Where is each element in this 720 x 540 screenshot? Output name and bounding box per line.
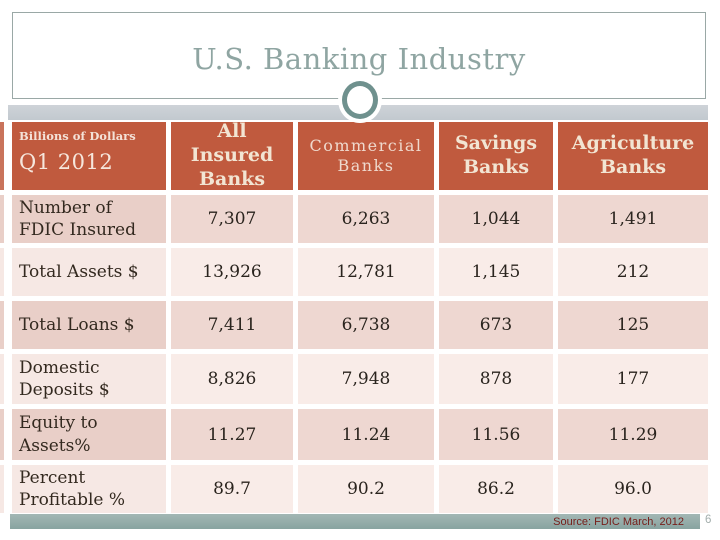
column-header-all-insured-banks: All Insured Banks — [171, 120, 293, 190]
footer-bar: Source: FDIC March, 2012 — [10, 514, 700, 529]
period-label: Q1 2012 — [19, 150, 114, 174]
units-label: Billions of Dollars — [19, 129, 136, 143]
edge-sliver — [0, 465, 4, 513]
table-cell: 11.27 — [171, 409, 293, 460]
edge-sliver — [0, 301, 4, 349]
row-label-total-assets: Total Assets $ — [12, 248, 166, 296]
edge-sliver — [0, 409, 4, 460]
table-cell: 7,948 — [298, 354, 434, 404]
table-cell: 878 — [439, 354, 553, 404]
table-cell: 212 — [558, 248, 708, 296]
table-cell: 125 — [558, 301, 708, 349]
row-label-domestic-deposits: Domestic Deposits $ — [12, 354, 166, 404]
table-cell: 6,263 — [298, 195, 434, 243]
table-cell: 177 — [558, 354, 708, 404]
column-header-agriculture-banks: Agriculture Banks — [558, 122, 708, 190]
table-cell: 12,781 — [298, 248, 434, 296]
table-cell: 1,491 — [558, 195, 708, 243]
column-header-commercial-banks: Commercial Banks — [298, 122, 434, 190]
table-cell: 11.29 — [558, 409, 708, 460]
table-cell: 1,044 — [439, 195, 553, 243]
row-label-number-of-fdic-insured: Number of FDIC Insured — [12, 195, 166, 243]
table-cell: 96.0 — [558, 465, 708, 513]
table-cell: 673 — [439, 301, 553, 349]
table-corner-cell: Billions of Dollars Q1 2012 — [12, 122, 166, 190]
table-cell: 89.7 — [171, 465, 293, 513]
table-cell: 86.2 — [439, 465, 553, 513]
row-label-equity-to-assets: Equity to Assets% — [12, 409, 166, 460]
table-cell: 13,926 — [171, 248, 293, 296]
table-cell: 8,826 — [171, 354, 293, 404]
edge-sliver — [0, 354, 4, 404]
table-cell: 6,738 — [298, 301, 434, 349]
table-cell: 7,411 — [171, 301, 293, 349]
table-cell: 7,307 — [171, 195, 293, 243]
edge-sliver — [0, 248, 4, 296]
table-cell: 11.24 — [298, 409, 434, 460]
row-label-percent-profitable: Percent Profitable % — [12, 465, 166, 513]
table-cell: 1,145 — [439, 248, 553, 296]
circle-ornament — [342, 81, 378, 119]
banking-table: Billions of Dollars Q1 2012 All Insured … — [12, 120, 708, 513]
source-text: Source: FDIC March, 2012 — [553, 515, 684, 528]
table-cell: 90.2 — [298, 465, 434, 513]
row-label-total-loans: Total Loans $ — [12, 301, 166, 349]
slide-title: U.S. Banking Industry — [192, 41, 526, 76]
edge-sliver — [0, 195, 4, 243]
table-cell: 11.56 — [439, 409, 553, 460]
page-number: 6 — [705, 514, 712, 526]
edge-sliver — [0, 122, 4, 190]
column-header-savings-banks: Savings Banks — [439, 122, 553, 190]
